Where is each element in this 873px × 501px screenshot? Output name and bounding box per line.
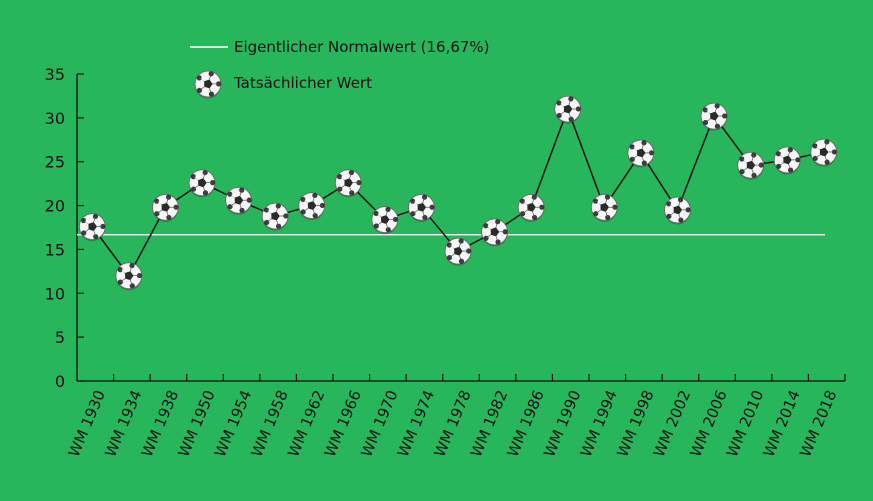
legend-reference-label: Eigentlicher Normalwert (16,67%) bbox=[234, 38, 490, 56]
data-point-soccer-ball-icon bbox=[188, 169, 216, 198]
y-tick-label: 35 bbox=[45, 65, 65, 84]
data-point-soccer-ball-icon bbox=[481, 218, 509, 247]
y-tick-label: 0 bbox=[55, 372, 65, 391]
data-point-soccer-ball-icon bbox=[151, 193, 179, 222]
data-point-soccer-ball-icon bbox=[407, 193, 435, 222]
data-point-soccer-ball-icon bbox=[773, 146, 801, 175]
legend-ball-shape bbox=[194, 70, 222, 99]
data-point-soccer-ball-icon bbox=[737, 151, 765, 180]
data-point-soccer-ball-icon bbox=[700, 102, 728, 131]
data-point-soccer-ball-icon bbox=[115, 262, 143, 291]
legend-series-label: Tatsächlicher Wert bbox=[233, 74, 372, 92]
y-tick-label: 30 bbox=[45, 109, 65, 128]
y-tick-label: 10 bbox=[45, 284, 65, 303]
y-tick-label: 5 bbox=[55, 328, 65, 347]
y-tick-label: 15 bbox=[45, 240, 65, 259]
data-point-soccer-ball-icon bbox=[225, 186, 253, 215]
x-tick-label: WM 2018 bbox=[796, 388, 840, 460]
y-tick-label: 20 bbox=[45, 197, 65, 216]
data-point-soccer-ball-icon bbox=[627, 139, 655, 168]
data-point-soccer-ball-icon bbox=[371, 206, 399, 235]
axes: 0 5 10 15 20 25 30 35 bbox=[45, 65, 846, 391]
y-tick-label: 25 bbox=[45, 153, 65, 172]
data-point-soccer-ball-icon bbox=[298, 192, 326, 221]
data-point-soccer-ball-icon bbox=[554, 95, 582, 124]
data-point-soccer-ball-icon bbox=[517, 193, 545, 222]
data-point-soccer-ball-icon bbox=[590, 193, 618, 222]
data-point-soccer-ball-icon bbox=[334, 169, 362, 198]
data-point-soccer-ball-icon bbox=[444, 237, 472, 266]
data-point-soccer-ball-icon bbox=[663, 196, 691, 225]
data-point-soccer-ball-icon bbox=[261, 202, 289, 231]
data-point-soccer-ball-icon bbox=[78, 213, 106, 242]
data-point-soccer-ball-icon bbox=[810, 138, 838, 167]
legend-soccer-ball-icon bbox=[194, 70, 222, 99]
series-group bbox=[78, 95, 838, 291]
legend: Eigentlicher Normalwert (16,67%) Tatsäch… bbox=[190, 38, 490, 99]
